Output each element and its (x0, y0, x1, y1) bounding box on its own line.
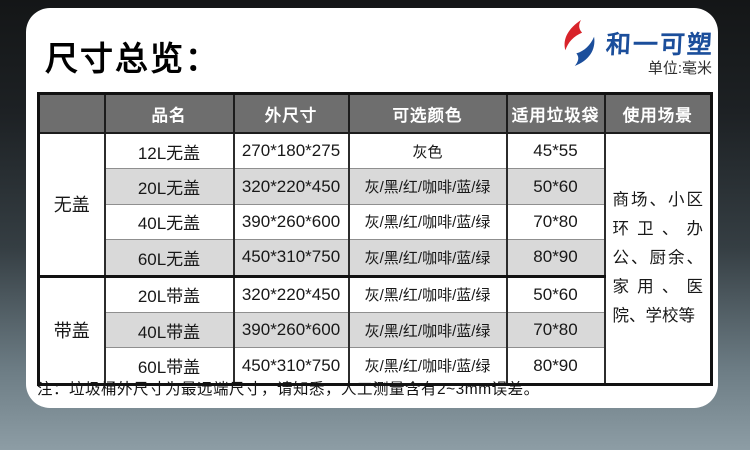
cell-outer-size: 450*310*750 (232, 239, 350, 277)
header-use-scene: 使用场景 (603, 92, 713, 134)
brand-flame-icon (564, 20, 595, 66)
spec-card: 尺寸总览： 和一可塑 单位:毫米 品名 外尺寸 可选颜色 适用垃圾袋 (26, 8, 718, 408)
cell-product-name: 40L带盖 (103, 311, 235, 349)
cell-colors: 灰/黑/红/咖啡/蓝/绿 (347, 239, 508, 277)
use-scene-cell: 商场、小区环卫、办公、厨余、家用、医院、学校等 (603, 132, 713, 386)
header-product-name: 品名 (103, 92, 235, 134)
cell-outer-size: 390*260*600 (232, 311, 350, 349)
table-row: 60L无盖 450*310*750 灰/黑/红/咖啡/蓝/绿 80*90 (39, 239, 712, 277)
table-row: 带盖 20L带盖 320*220*450 灰/黑/红/咖啡/蓝/绿 50*60 (37, 274, 712, 386)
group-cell-no-lid: 无盖 (37, 132, 106, 278)
page-title: 尺寸总览： (45, 40, 220, 77)
brand-name: 和一可塑 (605, 31, 715, 59)
group-cell-with-lid: 带盖 (37, 274, 106, 386)
cell-colors: 灰色 (347, 132, 508, 170)
cell-product-name: 20L无盖 (103, 168, 235, 205)
unit-label: 单位:毫米 (647, 60, 712, 77)
table-row: 20L无盖 320*220*450 灰/黑/红/咖啡/蓝/绿 50*60 (39, 168, 712, 205)
header-row: 品名 外尺寸 可选颜色 适用垃圾袋 使用场景 (37, 92, 713, 134)
note-text: 注：垃圾桶外尺寸为最远端尺寸，请知悉，人工测量含有2~3mm误差。 (37, 381, 540, 398)
table-row: 40L带盖 390*260*600 灰/黑/红/咖啡/蓝/绿 70*80 (39, 311, 712, 349)
header-bag-size: 适用垃圾袋 (505, 92, 606, 134)
brand-logo: 和一可塑 (559, 19, 715, 67)
table-row: 60L带盖 450*310*750 灰/黑/红/咖啡/蓝/绿 80*90 (39, 347, 712, 385)
header-color-options: 可选颜色 (347, 92, 508, 134)
cell-outer-size: 270*180*275 (232, 132, 350, 170)
table-row: 无盖 12L无盖 270*180*275 灰色 45*55 商场、小区环卫、办公… (37, 132, 713, 386)
cell-product-name: 60L带盖 (103, 347, 235, 385)
cell-colors: 灰/黑/红/咖啡/蓝/绿 (347, 347, 508, 385)
cell-product-name: 60L无盖 (103, 239, 235, 277)
cell-product-name: 20L带盖 (103, 274, 235, 313)
cell-bag-size: 45*55 (505, 132, 606, 170)
cell-outer-size: 320*220*450 (232, 168, 350, 205)
cell-colors: 灰/黑/红/咖啡/蓝/绿 (347, 311, 508, 349)
cell-bag-size: 70*80 (505, 203, 606, 241)
spec-table: 品名 外尺寸 可选颜色 适用垃圾袋 使用场景 无盖 12L无盖 270*180*… (37, 92, 713, 386)
cell-product-name: 40L无盖 (103, 203, 235, 241)
cell-bag-size: 50*60 (505, 168, 606, 205)
cell-colors: 灰/黑/红/咖啡/蓝/绿 (347, 168, 508, 205)
header-group-blank (37, 92, 106, 134)
cell-colors: 灰/黑/红/咖啡/蓝/绿 (347, 203, 508, 241)
cell-product-name: 12L无盖 (103, 132, 235, 170)
cell-bag-size: 80*90 (505, 239, 606, 277)
cell-colors: 灰/黑/红/咖啡/蓝/绿 (347, 274, 508, 313)
cell-bag-size: 50*60 (505, 274, 606, 313)
cell-outer-size: 320*220*450 (232, 274, 350, 313)
table-row: 40L无盖 390*260*600 灰/黑/红/咖啡/蓝/绿 70*80 (39, 203, 712, 241)
header-outer-size: 外尺寸 (232, 92, 350, 134)
cell-bag-size: 70*80 (505, 311, 606, 349)
cell-outer-size: 450*310*750 (232, 347, 350, 385)
cell-outer-size: 390*260*600 (232, 203, 350, 241)
cell-bag-size: 80*90 (505, 347, 606, 385)
